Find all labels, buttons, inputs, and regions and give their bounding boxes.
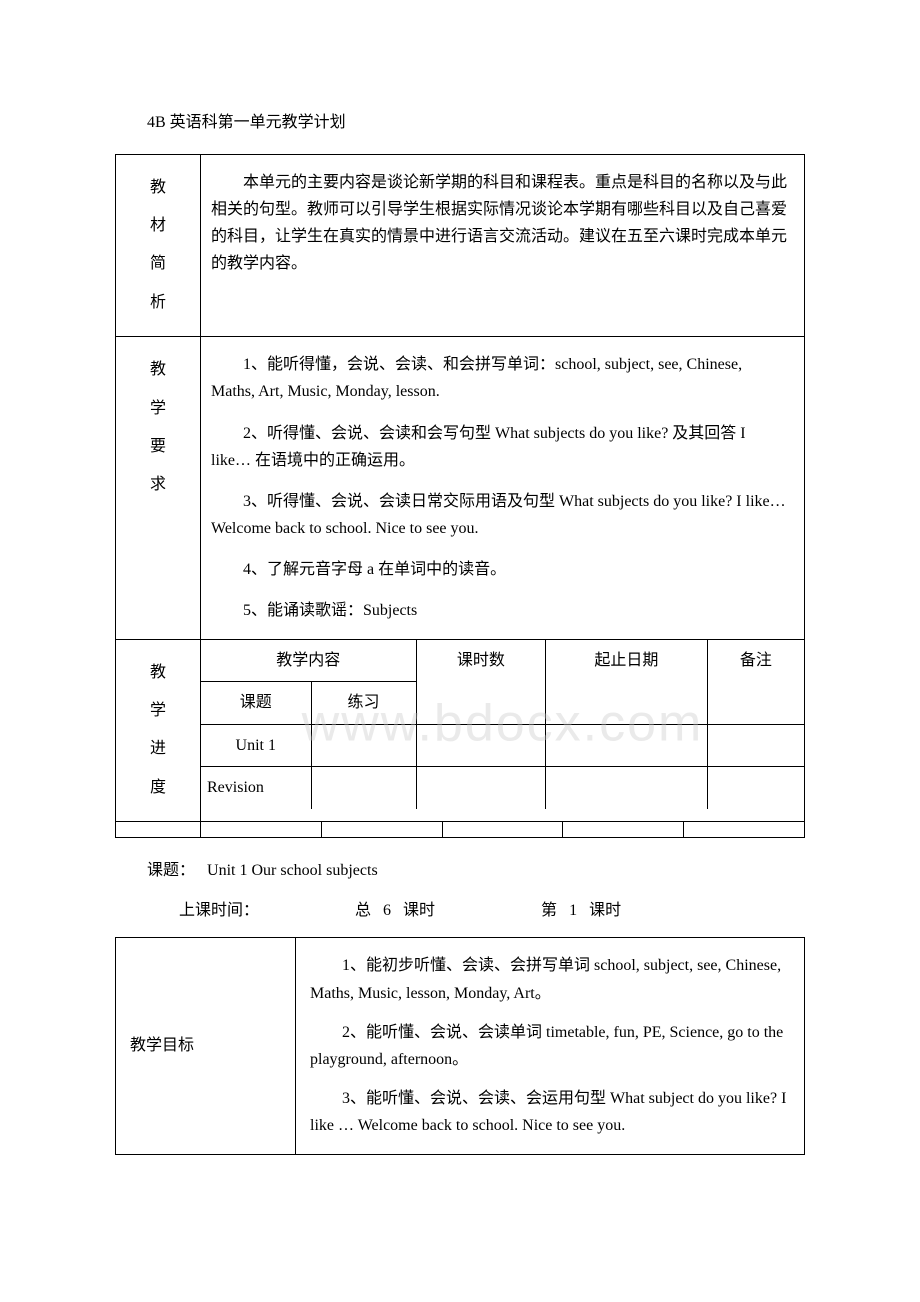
empty-row: [116, 822, 805, 838]
empty-cell: [442, 822, 563, 838]
total-value: 6: [383, 902, 391, 919]
current-period: 第 1 课时: [509, 898, 621, 924]
time-label: 上课时间：: [147, 898, 259, 924]
cell-topic: Revision: [201, 767, 311, 809]
label-char: 教: [124, 654, 192, 692]
col-content: 教学内容: [201, 640, 416, 682]
cell-periods: [416, 724, 546, 767]
cell-exercise: [311, 724, 416, 767]
empty-label: [116, 822, 201, 838]
requirement-item: 3、听得懂、会说、会读日常交际用语及句型 What subjects do yo…: [211, 488, 788, 542]
schedule-row: 教 学 进 度 www.bdocx.com 教学内容 课时数 起止日期 备注 课…: [116, 639, 805, 822]
objectives-content: 1、能初步听懂、会读、会拼写单词 school, subject, see, C…: [296, 938, 805, 1154]
current-post: 课时: [589, 902, 621, 919]
col-topic: 课题: [201, 682, 311, 725]
empty-cell: [684, 822, 805, 838]
requirements-label: 教 学 要 求: [116, 337, 201, 640]
objective-item: 2、能听懂、会说、会读单词 timetable, fun, PE, Scienc…: [310, 1019, 790, 1073]
objectives-table: 教学目标 1、能初步听懂、会读、会拼写单词 school, subject, s…: [115, 937, 805, 1154]
objective-item: 1、能初步听懂、会读、会拼写单词 school, subject, see, C…: [310, 952, 790, 1006]
schedule-table: 教学内容 课时数 起止日期 备注 课题 练习 Unit 1: [201, 640, 804, 809]
label-char: 学: [124, 390, 192, 428]
schedule-content: www.bdocx.com 教学内容 课时数 起止日期 备注 课题 练习 Uni…: [201, 639, 805, 822]
col-dates: 起止日期: [546, 640, 708, 725]
requirement-item: 2、听得懂、会说、会读和会写句型 What subjects do you li…: [211, 420, 788, 474]
col-notes: 备注: [707, 640, 804, 725]
cell-exercise: [311, 767, 416, 809]
cell-notes: [707, 724, 804, 767]
requirement-item: 4、了解元音字母 a 在单词中的读音。: [211, 556, 788, 583]
table-row: Unit 1: [201, 724, 804, 767]
total-post: 课时: [403, 902, 435, 919]
watermark-wrap: www.bdocx.com 教学内容 课时数 起止日期 备注 课题 练习 Uni…: [201, 640, 804, 809]
col-periods: 课时数: [416, 640, 546, 725]
empty-cell: [321, 822, 442, 838]
table-header-row: 教学内容 课时数 起止日期 备注: [201, 640, 804, 682]
analysis-row: 教 材 简 析 本单元的主要内容是谈论新学期的科目和课程表。重点是科目的名称以及…: [116, 154, 805, 337]
analysis-label: 教 材 简 析: [116, 154, 201, 337]
col-exercise: 练习: [311, 682, 416, 725]
table-row: Revision: [201, 767, 804, 809]
page-title: 4B 英语科第一单元教学计划: [115, 110, 805, 136]
label-char: 学: [124, 692, 192, 730]
label-char: 要: [124, 428, 192, 466]
lesson-title-line: 课题： Unit 1 Our school subjects: [115, 858, 805, 884]
objectives-row: 教学目标 1、能初步听懂、会读、会拼写单词 school, subject, s…: [116, 938, 805, 1154]
label-char: 度: [124, 769, 192, 807]
requirements-row: 教 学 要 求 1、能听得懂，会说、会读、和会拼写单词：school, subj…: [116, 337, 805, 640]
lesson-title-value: Unit 1 Our school subjects: [207, 862, 378, 879]
requirement-item: 1、能听得懂，会说、会读、和会拼写单词：school, subject, see…: [211, 351, 788, 405]
total-periods: 总 6 课时: [323, 898, 435, 924]
label-char: 简: [124, 245, 192, 283]
label-char: 求: [124, 466, 192, 504]
objectives-label: 教学目标: [116, 938, 296, 1154]
empty-cell: [201, 822, 322, 838]
cell-periods: [416, 767, 546, 809]
current-value: 1: [569, 902, 577, 919]
current-pre: 第: [541, 902, 557, 919]
cell-notes: [707, 767, 804, 809]
label-char: 教: [124, 169, 192, 207]
label-char: 教: [124, 351, 192, 389]
analysis-text: 本单元的主要内容是谈论新学期的科目和课程表。重点是科目的名称以及与此相关的句型。…: [211, 169, 788, 278]
schedule-label: 教 学 进 度: [116, 639, 201, 822]
lesson-title-label: 课题：: [147, 862, 195, 879]
label-char: 析: [124, 284, 192, 322]
analysis-content: 本单元的主要内容是谈论新学期的科目和课程表。重点是科目的名称以及与此相关的句型。…: [201, 154, 805, 337]
objective-item: 3、能听懂、会说、会读、会运用句型 What subject do you li…: [310, 1085, 790, 1139]
cell-dates: [546, 767, 708, 809]
label-char: 材: [124, 207, 192, 245]
label-char: 进: [124, 730, 192, 768]
lesson-time-line: 上课时间： 总 6 课时 第 1 课时: [115, 898, 805, 924]
total-pre: 总: [355, 902, 371, 919]
requirements-content: 1、能听得懂，会说、会读、和会拼写单词：school, subject, see…: [201, 337, 805, 640]
plan-table: 教 材 简 析 本单元的主要内容是谈论新学期的科目和课程表。重点是科目的名称以及…: [115, 154, 805, 839]
requirement-item: 5、能诵读歌谣：Subjects: [211, 597, 788, 624]
empty-cell: [563, 822, 684, 838]
cell-dates: [546, 724, 708, 767]
cell-topic: Unit 1: [201, 724, 311, 767]
